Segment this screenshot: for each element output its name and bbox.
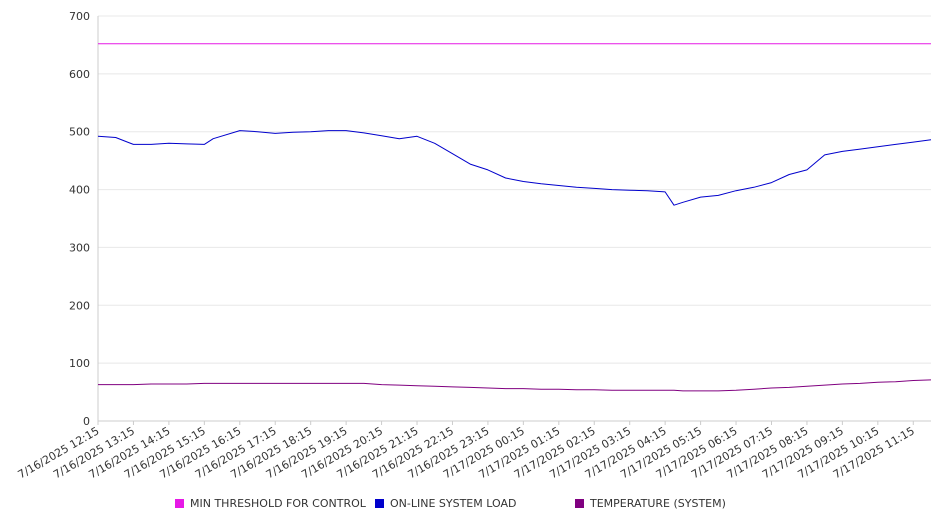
legend-swatch-system-load [375, 499, 384, 508]
legend-item-threshold[interactable]: MIN THRESHOLD FOR CONTROL [175, 497, 366, 510]
y-tick-label: 0 [83, 415, 90, 428]
y-tick-label: 200 [69, 299, 90, 312]
legend: MIN THRESHOLD FOR CONTROL ON-LINE SYSTEM… [0, 497, 946, 517]
y-tick-label: 300 [69, 241, 90, 254]
legend-item-system-load[interactable]: ON-LINE SYSTEM LOAD [375, 497, 516, 510]
legend-label-system-load: ON-LINE SYSTEM LOAD [390, 497, 517, 510]
series-lines [97, 43, 932, 392]
y-tick-label: 700 [69, 10, 90, 23]
y-tick-label: 100 [69, 357, 90, 370]
legend-label-temperature: TEMPERATURE (SYSTEM) [590, 497, 726, 510]
y-axis: 0 100 200 300 400 500 600 700 [69, 10, 99, 428]
y-tick-label: 600 [69, 68, 90, 81]
grid-lines [98, 15, 931, 364]
legend-swatch-temperature [575, 499, 584, 508]
x-axis: 7/16/2025 12:157/16/2025 13:157/16/2025 … [16, 420, 931, 481]
series-line-1 [97, 130, 932, 206]
y-tick-label: 500 [69, 126, 90, 139]
series-line-2 [98, 379, 932, 392]
legend-label-threshold: MIN THRESHOLD FOR CONTROL [190, 497, 366, 510]
legend-swatch-threshold [175, 499, 184, 508]
legend-item-temperature[interactable]: TEMPERATURE (SYSTEM) [575, 497, 726, 510]
y-tick-label: 400 [69, 184, 90, 197]
